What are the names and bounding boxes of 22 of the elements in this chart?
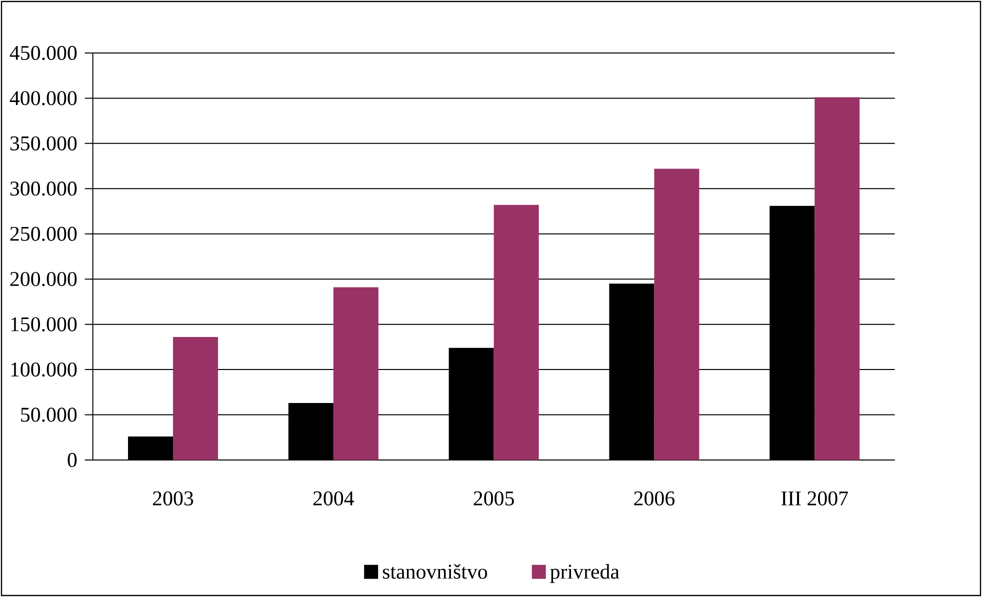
x-tick-label: 2004 bbox=[313, 491, 354, 506]
x-tick-label: 2005 bbox=[474, 491, 514, 506]
x-tick-label: 2003 bbox=[152, 491, 194, 506]
legend-label: stanovništvo bbox=[382, 564, 488, 579]
y-tick-label: 50.000 bbox=[21, 408, 77, 422]
y-tick-label: 300.000 bbox=[10, 182, 77, 196]
bar bbox=[333, 287, 378, 460]
y-tick-label: 250.000 bbox=[10, 226, 77, 241]
y-tick-label: 350.000 bbox=[10, 136, 77, 151]
y-tick-label: 150.000 bbox=[11, 317, 77, 332]
x-tick-label: III 2007 bbox=[781, 491, 848, 506]
bar bbox=[173, 336, 218, 460]
y-tick-label: 100.000 bbox=[11, 362, 77, 377]
y-tick-label: 400.000 bbox=[10, 91, 77, 106]
y-tick-label: 200.000 bbox=[10, 272, 77, 286]
bar bbox=[494, 204, 539, 460]
y-tick-label: 450.000 bbox=[10, 46, 77, 60]
bar bbox=[814, 97, 860, 460]
x-tick-label: 2006 bbox=[634, 491, 675, 506]
bar bbox=[654, 168, 700, 460]
legend-label: privreda bbox=[550, 564, 620, 583]
y-tick-label: 0 bbox=[68, 452, 77, 468]
